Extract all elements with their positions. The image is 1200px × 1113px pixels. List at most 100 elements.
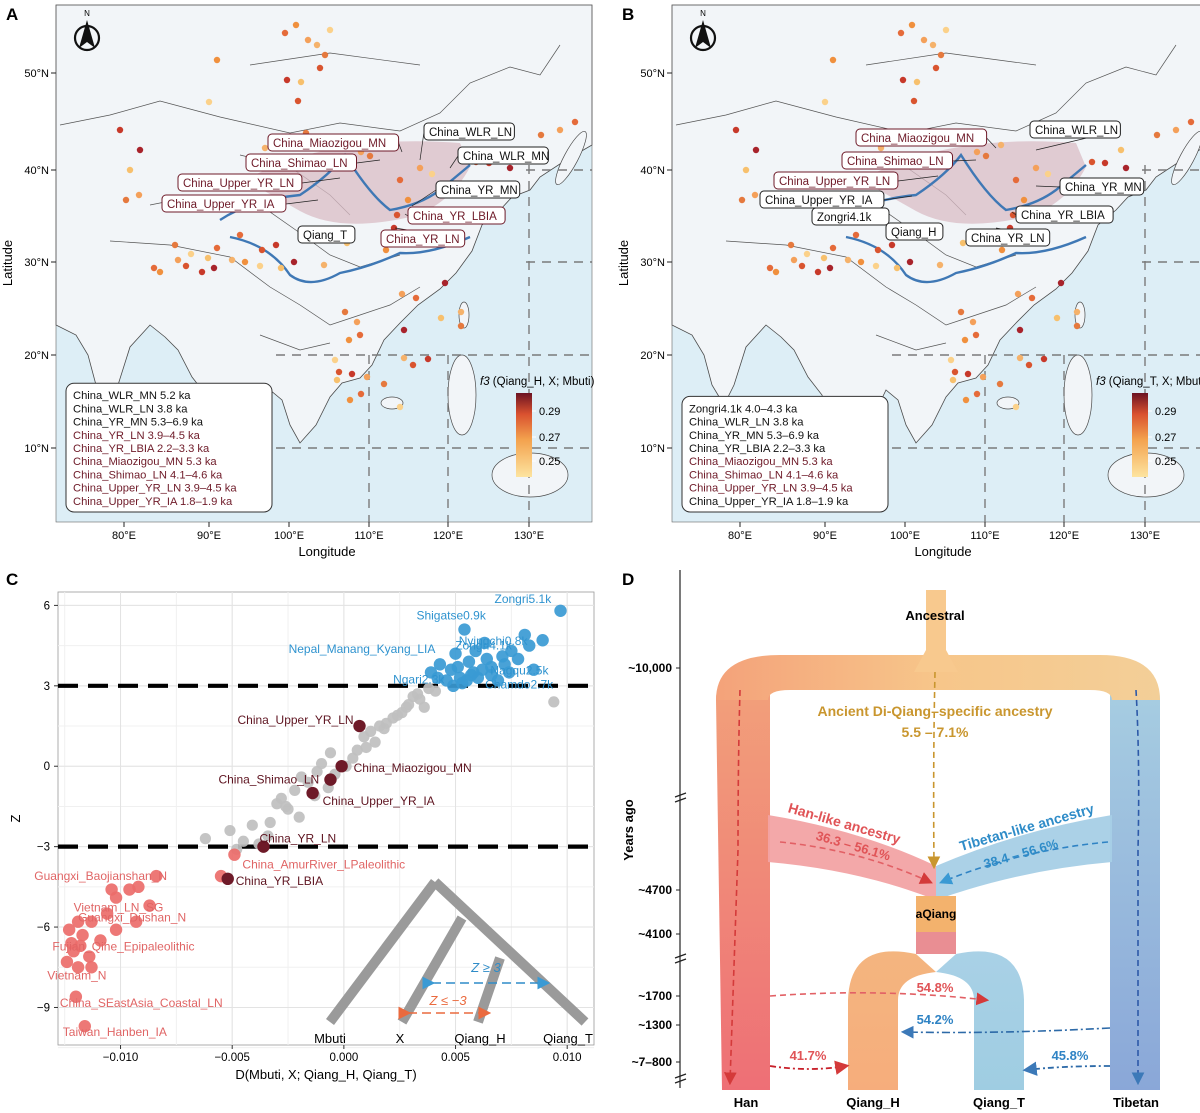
site-label-text: China_Upper_YR_IA bbox=[167, 199, 275, 211]
scatter-point bbox=[324, 747, 337, 759]
legend-box bbox=[681, 395, 889, 513]
sample-site bbox=[321, 51, 329, 59]
site-label-box bbox=[161, 194, 287, 213]
sample-site bbox=[313, 41, 321, 49]
sample-site bbox=[1057, 279, 1065, 287]
sample-site bbox=[821, 98, 829, 106]
gene-flow-54-8: 54.8% bbox=[917, 980, 954, 995]
scatter-point bbox=[527, 663, 540, 676]
site-label-box bbox=[1029, 120, 1121, 139]
map-ylabel: Latitude bbox=[0, 240, 15, 286]
scatter-point bbox=[400, 701, 412, 713]
scatter-point bbox=[360, 741, 372, 754]
sample-site bbox=[256, 262, 264, 270]
site-label: China_WLR_LN bbox=[1029, 120, 1121, 151]
scatter-point bbox=[418, 701, 430, 713]
map-xlabel: Longitude bbox=[914, 544, 971, 559]
legend-entry: China_Shimao_LN 4.1–4.6 ka bbox=[689, 469, 839, 481]
gene-flow-54-2: 54.2% bbox=[917, 1012, 954, 1027]
scatter-point bbox=[85, 915, 98, 928]
sample-site bbox=[942, 26, 950, 34]
sample-site bbox=[1172, 126, 1180, 134]
site-label-text: Qiang_T bbox=[303, 230, 347, 242]
scatter-point bbox=[324, 773, 337, 786]
sample-site bbox=[751, 191, 759, 199]
latitude-tick-label: 40°N bbox=[640, 165, 665, 177]
scatter-point bbox=[85, 961, 98, 974]
sample-site bbox=[356, 331, 364, 339]
scatter-point bbox=[257, 840, 270, 853]
tibetan-like-ribbon bbox=[936, 815, 1112, 900]
scatter-point bbox=[264, 816, 276, 829]
north-arrow-icon bbox=[79, 20, 95, 48]
point-annotation: China_Upper_YR_IA bbox=[323, 794, 435, 808]
x-tick-label: 0.005 bbox=[441, 1052, 470, 1064]
colorbar-gradient bbox=[516, 393, 532, 477]
population-tibetan: Tibetan bbox=[1113, 1095, 1159, 1110]
point-annotation: Fujian_Qihe_Epipaleolithic bbox=[52, 939, 194, 953]
point-annotation: Taiwan_Hanben_IA bbox=[63, 1025, 167, 1039]
z-positive-label: Z ≥ 3 bbox=[470, 960, 501, 975]
han-to-qiang-t-arrow bbox=[769, 992, 990, 1006]
site-label-text: Zongri4.1k bbox=[817, 212, 872, 224]
sample-site bbox=[292, 21, 300, 29]
sample-site bbox=[396, 176, 404, 184]
x-tick-label: −0.005 bbox=[214, 1052, 250, 1064]
sample-site bbox=[826, 264, 834, 272]
sample-site bbox=[316, 64, 324, 72]
z-negative-label: Z ≤ −3 bbox=[428, 993, 467, 1008]
aqiang-node bbox=[916, 896, 956, 932]
sample-site bbox=[742, 166, 750, 174]
point-annotation: Guangxi_Baojianshan_N bbox=[34, 869, 167, 883]
scatter-point bbox=[228, 848, 241, 861]
y-tick-label: 0 bbox=[44, 761, 50, 773]
map-border bbox=[915, 286, 1037, 326]
legend-entry: China_Shimao_LN 4.1–4.6 ka bbox=[73, 469, 223, 481]
site-label-box bbox=[773, 171, 899, 190]
scatter-point bbox=[391, 709, 404, 721]
axis-break-mark bbox=[674, 958, 687, 964]
scatter-ylabel: Z bbox=[8, 814, 23, 822]
sample-site bbox=[409, 361, 417, 369]
legend-box bbox=[65, 382, 273, 513]
sample-site bbox=[937, 51, 945, 59]
site-label-box bbox=[177, 173, 303, 192]
legend-entry: China_Miaozigou_MN 5.3 ka bbox=[689, 456, 833, 468]
sample-site bbox=[320, 261, 328, 269]
sample-site bbox=[366, 152, 374, 160]
scatter-point bbox=[431, 671, 444, 684]
sample-site bbox=[829, 244, 837, 252]
site-label-text: China_YR_LN bbox=[386, 234, 460, 246]
site-label-box bbox=[457, 146, 549, 165]
sample-site bbox=[357, 390, 365, 398]
sample-site bbox=[297, 78, 305, 86]
site-label-box bbox=[380, 229, 466, 248]
longitude-tick-label: 90°E bbox=[813, 530, 837, 542]
map-border bbox=[59, 44, 561, 134]
map-border bbox=[675, 44, 1177, 134]
colorbar-tick: 0.29 bbox=[1155, 406, 1176, 418]
map-border bbox=[249, 52, 421, 66]
tibetan-descent-arrow bbox=[1131, 689, 1145, 1086]
scatter-point bbox=[548, 696, 560, 708]
han-like-ribbon bbox=[768, 815, 936, 900]
site-label-text: China_Upper_YR_LN bbox=[183, 178, 294, 190]
population-qiang-t: Qiang_T bbox=[973, 1095, 1025, 1110]
site-label-box bbox=[855, 128, 988, 147]
site-label: China_Shimao_LN bbox=[245, 153, 381, 172]
axis-break-mark bbox=[674, 792, 687, 798]
sample-site bbox=[174, 256, 182, 264]
x-tick-label: 0.000 bbox=[329, 1052, 358, 1064]
sample-site bbox=[393, 211, 401, 219]
scatter-point bbox=[523, 639, 536, 652]
sample-site bbox=[294, 97, 302, 105]
sample-site bbox=[506, 164, 514, 172]
point-annotation: Nyingchi0.8k bbox=[459, 634, 529, 648]
scatter-point bbox=[353, 719, 366, 733]
di-qiang-value: 5.5 – 7.1% bbox=[902, 724, 969, 740]
site-label: China_Miaozigou_MN bbox=[267, 133, 403, 153]
sample-site bbox=[1040, 355, 1048, 363]
colorbar-gradient bbox=[1132, 393, 1148, 477]
sample-site bbox=[126, 166, 134, 174]
sample-site bbox=[182, 262, 190, 270]
